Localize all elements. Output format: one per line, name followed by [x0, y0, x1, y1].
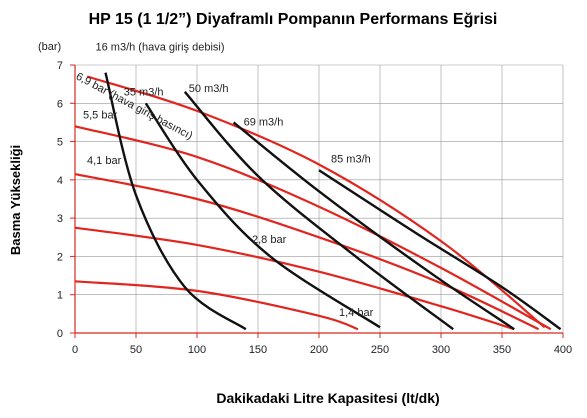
x-tick-label: 100 [188, 344, 206, 356]
series-label-pressure-2-8-bar: 2,8 bar [252, 234, 287, 246]
series-line-pressure-5-5-bar [74, 125, 552, 331]
x-tick-label: 50 [130, 344, 142, 356]
x-tick-label: 150 [249, 344, 267, 356]
x-tick-label: 300 [432, 344, 450, 356]
y-tick-label: 3 [57, 213, 63, 225]
series-line-pressure-4-1-bar [74, 173, 540, 331]
x-axis-label: Dakikadaki Litre Kapasitesi (lt/dk) [216, 390, 439, 406]
series-label-flow-85-m3-h: 85 m3/h [331, 153, 371, 165]
chart-title: HP 15 (1 1/2”) Diyaframlı Pompanın Perfo… [89, 11, 498, 28]
y-tick-label: 7 [57, 60, 63, 72]
series-line-pressure-2-8-bar [74, 226, 515, 331]
series-line-flow-50-m3-h [183, 91, 454, 331]
grid [75, 64, 564, 333]
y-unit-label: (bar) [38, 41, 61, 53]
y-tick-label: 5 [57, 137, 63, 149]
series-label-flow-50-m3-h: 50 m3/h [189, 83, 229, 95]
series-line-flow-35-m3-h [144, 102, 381, 329]
series-label-flow-69-m3-h: 69 m3/h [244, 116, 284, 128]
series [74, 72, 562, 331]
series-label-pressure-5-5-bar: 5,5 bar [83, 109, 118, 121]
series-line-pressure-1-4-bar [74, 280, 359, 331]
series-label-pressure-4-1-bar: 4,1 bar [87, 155, 122, 167]
x-tick-label: 350 [493, 344, 511, 356]
y-tick-label: 4 [57, 175, 63, 187]
y-tick-label: 0 [57, 328, 63, 340]
series-labels: 6,9 bar (hava giriş basıncı)5,5 bar 4,1 b… [74, 42, 374, 319]
x-tick-label: 400 [554, 344, 572, 356]
series-line-flow-16-m3-h [104, 72, 247, 331]
series-label-flow-16-m3-h: 16 m3/h (hava giriş debisi) [96, 42, 225, 54]
x-tick-label: 0 [72, 344, 78, 356]
series-label-pressure-1-4-bar: 1,4 bar [339, 307, 374, 319]
series-label-pressure-6-9-bar: 6,9 bar (hava giriş basıncı) [74, 71, 195, 143]
x-tick-label: 200 [310, 344, 328, 356]
y-tick-label: 6 [57, 98, 63, 110]
series-label-flow-35-m3-h: 35 m3/h [124, 86, 164, 98]
series-line-pressure-6-9-bar [86, 75, 546, 329]
y-tick-label: 2 [57, 251, 63, 263]
y-tick-label: 1 [57, 290, 63, 302]
axes: 0 50 100 150 200 250 300 350 400 0 1 2 3 4 5 6 7 [57, 60, 572, 356]
y-axis-label: Basma Yüksekliği [8, 145, 23, 255]
series-line-flow-85-m3-h [318, 169, 562, 331]
series-line-flow-69-m3-h [232, 121, 515, 331]
x-tick-label: 250 [371, 344, 389, 356]
